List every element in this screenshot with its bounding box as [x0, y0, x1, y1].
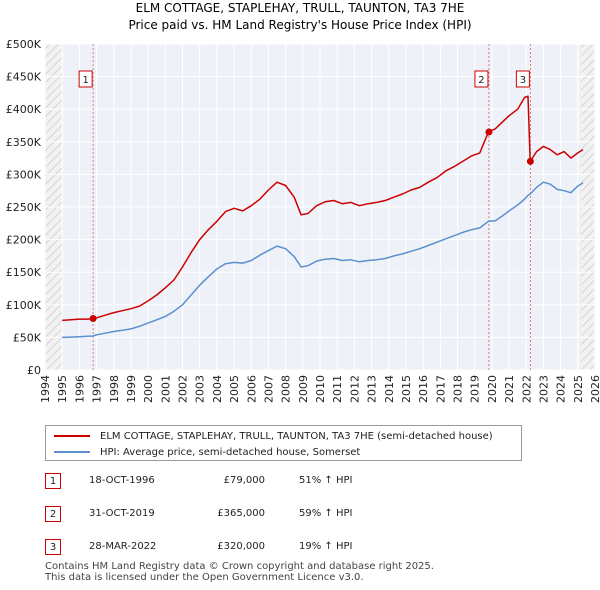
legend-item-price: ELM COTTAGE, STAPLEHAY, TRULL, TAUNTON, …: [54, 429, 493, 443]
transaction-marker-label: 1: [82, 75, 88, 86]
footer-copyright: Contains HM Land Registry data © Crown c…: [45, 561, 434, 572]
transaction-marker-box: [474, 70, 489, 88]
transaction-marker-label: 3: [520, 75, 526, 86]
x-tick-label: 2007: [262, 375, 275, 403]
x-tick-label: 1998: [108, 375, 121, 403]
x-tick-label: 2002: [177, 375, 190, 403]
x-tick-label: 2019: [469, 375, 482, 403]
transaction-hpi: 51% ↑ HPI: [299, 475, 353, 486]
x-tick-label: 2025: [572, 375, 585, 403]
y-tick-label: £500K: [6, 38, 42, 51]
x-tick-label: 2011: [331, 375, 344, 403]
transaction-price: £365,000: [217, 508, 265, 519]
price-chart: ELM COTTAGE, STAPLEHAY, TRULL, TAUNTON, …: [6, 1, 600, 403]
transaction-marker-box: [78, 70, 93, 88]
x-tick-label: 2006: [245, 375, 258, 403]
transaction-point: [89, 314, 97, 322]
x-tick-label: 2016: [417, 375, 430, 403]
legend-swatch-hpi: [54, 451, 90, 453]
transaction-marker-box: [515, 70, 530, 88]
transaction-price: £320,000: [217, 541, 265, 552]
x-tick-label: 1996: [73, 375, 86, 403]
footer-licence: This data is licensed under the Open Gov…: [45, 572, 364, 583]
transaction-number: 1: [45, 473, 61, 489]
x-tick-label: 2023: [537, 375, 550, 403]
y-tick-label: £0: [27, 364, 41, 377]
x-tick-label: 2012: [348, 375, 361, 403]
legend-swatch-price: [54, 435, 90, 437]
x-tick-label: 2004: [211, 375, 224, 403]
x-tick-label: 2026: [589, 375, 600, 403]
x-tick-label: 2000: [142, 375, 155, 403]
x-tick-label: 2009: [297, 375, 310, 403]
x-tick-label: 2021: [503, 375, 516, 403]
x-tick-label: 1995: [56, 375, 69, 403]
transaction-price: £79,000: [223, 475, 265, 486]
y-tick-label: £100K: [6, 299, 42, 312]
y-tick-label: £300K: [6, 168, 42, 181]
transaction-marker-label: 2: [478, 75, 484, 86]
x-tick-label: 2022: [520, 375, 533, 403]
x-tick-label: 2024: [555, 375, 568, 403]
x-tick-label: 2001: [159, 375, 172, 403]
legend-item-hpi: HPI: Average price, semi-detached house,…: [54, 445, 360, 459]
transaction-number: 3: [45, 539, 61, 555]
x-tick-label: 1999: [125, 375, 138, 403]
transaction-row: 2 31-OCT-2019 £365,000 59% ↑ HPI: [45, 506, 465, 524]
x-tick-label: 2020: [486, 375, 499, 403]
transaction-row: 1 18-OCT-1996 £79,000 51% ↑ HPI: [45, 473, 465, 491]
x-tick-label: 2013: [366, 375, 379, 403]
transaction-hpi: 59% ↑ HPI: [299, 508, 353, 519]
transaction-number: 2: [45, 506, 61, 522]
transaction-date: 28-MAR-2022: [89, 541, 157, 552]
transaction-point: [485, 128, 493, 136]
y-tick-label: £200K: [6, 234, 42, 247]
chart-title: ELM COTTAGE, STAPLEHAY, TRULL, TAUNTON, …: [136, 1, 465, 15]
y-tick-label: £50K: [13, 331, 42, 344]
y-tick-label: £450K: [6, 71, 42, 84]
x-tick-label: 2017: [434, 375, 447, 403]
x-tick-label: 2010: [314, 375, 327, 403]
y-tick-label: £250K: [6, 201, 42, 214]
x-tick-label: 2014: [383, 375, 396, 403]
chart-subtitle: Price paid vs. HM Land Registry's House …: [128, 18, 471, 32]
legend: ELM COTTAGE, STAPLEHAY, TRULL, TAUNTON, …: [45, 425, 522, 461]
x-tick-label: 2018: [452, 375, 465, 403]
transaction-hpi: 19% ↑ HPI: [299, 541, 353, 552]
y-tick-label: £350K: [6, 136, 42, 149]
hpi-series-line: [62, 181, 584, 339]
x-tick-label: 2003: [194, 375, 207, 403]
x-tick-label: 1997: [91, 375, 104, 403]
footer: Contains HM Land Registry data © Crown c…: [45, 561, 434, 583]
price-series-line: [62, 95, 584, 322]
transaction-point: [526, 157, 534, 165]
transaction-row: 3 28-MAR-2022 £320,000 19% ↑ HPI: [45, 539, 465, 557]
x-tick-label: 2005: [228, 375, 241, 403]
transaction-date: 31-OCT-2019: [89, 508, 155, 519]
legend-label-hpi: HPI: Average price, semi-detached house,…: [100, 446, 361, 458]
transaction-date: 18-OCT-1996: [89, 475, 155, 486]
x-tick-label: 2015: [400, 375, 413, 403]
y-tick-label: £400K: [6, 103, 42, 116]
x-tick-label: 1994: [39, 375, 52, 403]
legend-label-price: ELM COTTAGE, STAPLEHAY, TRULL, TAUNTON, …: [100, 430, 493, 442]
y-tick-label: £150K: [6, 266, 42, 279]
x-tick-label: 2008: [280, 375, 293, 403]
